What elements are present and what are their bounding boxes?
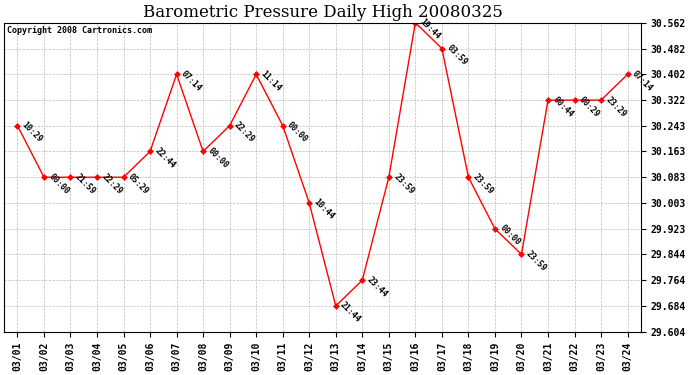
Text: 23:59: 23:59 bbox=[471, 172, 495, 196]
Text: 10:29: 10:29 bbox=[20, 120, 44, 144]
Text: 23:59: 23:59 bbox=[524, 249, 549, 273]
Text: 21:59: 21:59 bbox=[73, 172, 97, 196]
Text: 23:59: 23:59 bbox=[392, 172, 415, 196]
Text: 11:14: 11:14 bbox=[259, 69, 283, 93]
Title: Barometric Pressure Daily High 20080325: Barometric Pressure Daily High 20080325 bbox=[143, 4, 502, 21]
Text: 21:44: 21:44 bbox=[339, 300, 363, 324]
Text: 07:14: 07:14 bbox=[179, 69, 204, 93]
Text: 00:00: 00:00 bbox=[47, 172, 71, 196]
Text: 22:29: 22:29 bbox=[100, 172, 124, 196]
Text: 19:44: 19:44 bbox=[418, 17, 442, 41]
Text: 00:00: 00:00 bbox=[286, 120, 310, 144]
Text: 10:44: 10:44 bbox=[312, 198, 336, 222]
Text: 05:29: 05:29 bbox=[126, 172, 150, 196]
Text: 00:00: 00:00 bbox=[497, 223, 522, 248]
Text: 00:00: 00:00 bbox=[206, 146, 230, 170]
Text: 22:29: 22:29 bbox=[233, 120, 257, 144]
Text: Copyright 2008 Cartronics.com: Copyright 2008 Cartronics.com bbox=[8, 26, 152, 35]
Text: 22:44: 22:44 bbox=[153, 146, 177, 170]
Text: 23:44: 23:44 bbox=[365, 274, 389, 298]
Text: 23:29: 23:29 bbox=[604, 94, 628, 118]
Text: 07:14: 07:14 bbox=[631, 69, 654, 93]
Text: 00:44: 00:44 bbox=[551, 94, 575, 118]
Text: 03:59: 03:59 bbox=[444, 43, 469, 67]
Text: 00:29: 00:29 bbox=[578, 94, 602, 118]
